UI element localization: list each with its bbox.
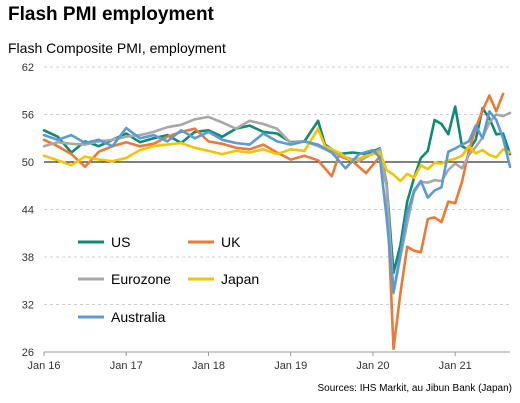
x-tick-label: Jan 18 <box>192 360 225 372</box>
y-tick-label: 38 <box>22 252 34 264</box>
y-tick-label: 56 <box>22 110 34 122</box>
legend-label-uk: UK <box>221 234 241 250</box>
chart-title: Flash Composite PMI, employment <box>8 40 226 56</box>
page-title: Flash PMI employment <box>8 4 214 25</box>
legend: US UK Eurozone Japan Australia <box>78 234 259 325</box>
x-tick-label: Jan 17 <box>110 360 143 372</box>
y-tick-label: 44 <box>22 205 34 217</box>
y-axis: 26 32 38 44 50 56 62 <box>22 62 34 359</box>
legend-label-us: US <box>111 234 130 250</box>
y-tick-label: 32 <box>22 300 34 312</box>
series-line-uk <box>42 92 505 351</box>
x-tick-label: Jan 21 <box>439 360 472 372</box>
y-tick-label: 26 <box>22 347 34 359</box>
series-lines <box>42 92 512 351</box>
legend-label-japan: Japan <box>221 271 259 287</box>
legend-label-eurozone: Eurozone <box>111 271 171 287</box>
source-note: Sources: IHS Markit, au Jibun Bank (Japa… <box>317 383 512 394</box>
y-tick-label: 62 <box>22 62 34 74</box>
series-line-australia <box>42 110 512 294</box>
series-line-japan <box>42 127 512 183</box>
x-tick-label: Jan 20 <box>356 360 389 372</box>
x-tick-label: Jan 19 <box>274 360 307 372</box>
y-tick-label: 50 <box>22 157 34 169</box>
legend-label-australia: Australia <box>111 309 166 325</box>
x-axis: Jan 16 Jan 17 Jan 18 Jan 19 Jan 20 Jan 21 <box>27 351 510 372</box>
x-tick-label: Jan 16 <box>27 360 60 372</box>
